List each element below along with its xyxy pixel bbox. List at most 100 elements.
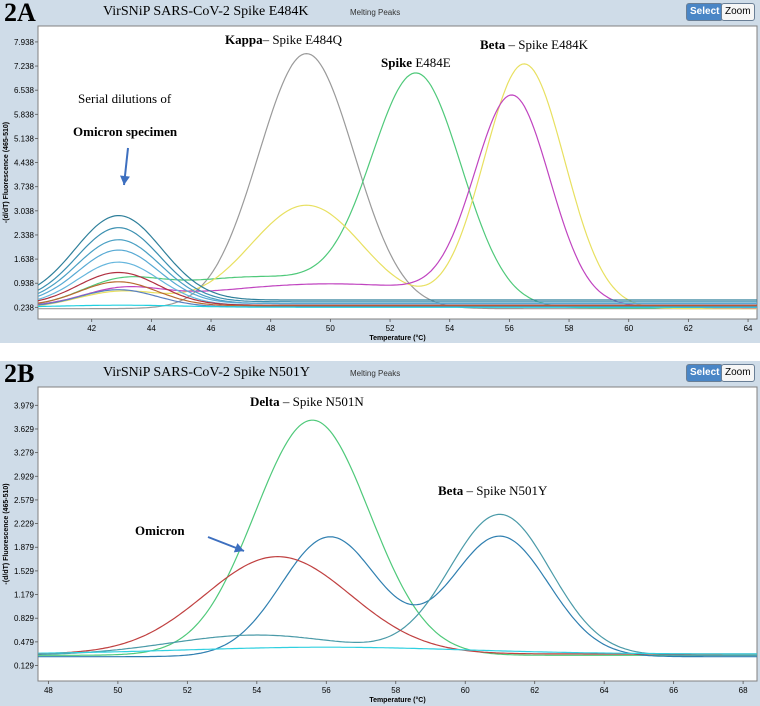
y-tick-label: 1.879	[14, 543, 35, 552]
panel-label-b: 2B	[4, 359, 35, 388]
annotation-bold: Spike	[381, 55, 412, 70]
y-tick-label: 2.338	[14, 231, 35, 240]
annotation-bold: Omicron specimen	[73, 124, 178, 139]
x-tick-label: 66	[669, 686, 678, 695]
y-tick-label: 7.938	[14, 38, 35, 47]
annotation: Omicron	[135, 523, 185, 538]
annotation-bold: Omicron	[135, 523, 185, 538]
annotation: Beta – Spike N501Y	[438, 483, 548, 498]
series-line-9	[38, 271, 757, 306]
x-axis-label: Temperature (°C)	[369, 696, 425, 704]
series-line-0	[38, 419, 757, 656]
y-tick-label: 0.238	[14, 303, 35, 312]
panel-a-subtitle: Melting Peaks	[350, 8, 401, 17]
x-tick-label: 46	[207, 324, 216, 333]
y-axis-label: -(d/dT) Fluorescence (465-510)	[3, 122, 10, 223]
annotation: Beta – Spike E484K	[480, 37, 589, 52]
series-line-10	[38, 281, 757, 307]
series-line-4	[38, 215, 757, 301]
panel-b: 2B VirSNiP SARS-CoV-2 Spike N501Y Meltin…	[0, 359, 760, 706]
y-tick-label: 2.579	[14, 496, 35, 505]
y-tick-label: 3.629	[14, 425, 35, 434]
panel-label-a: 2A	[4, 0, 36, 27]
x-tick-label: 62	[684, 324, 693, 333]
series-line-4	[38, 646, 757, 655]
series-line-12	[38, 304, 757, 308]
x-tick-label: 42	[87, 324, 96, 333]
x-tick-label: 64	[600, 686, 609, 695]
x-axis-label: Temperature (°C)	[369, 334, 425, 342]
annotation-text: – Spike N501N	[280, 394, 365, 409]
y-tick-label: 1.529	[14, 567, 35, 576]
annotation-text: Serial dilutions of	[78, 91, 172, 106]
y-tick-label: 3.038	[14, 207, 35, 216]
x-tick-label: 58	[391, 686, 400, 695]
y-tick-label: 6.538	[14, 86, 35, 95]
x-tick-label: 44	[147, 324, 156, 333]
panel-b-subtitle: Melting Peaks	[350, 369, 401, 378]
annotation-text: – Spike E484Q	[262, 32, 343, 47]
annotation: Spike E484E	[381, 55, 451, 70]
y-tick-label: 2.929	[14, 472, 35, 481]
x-tick-label: 54	[445, 324, 454, 333]
x-tick-label: 50	[113, 686, 122, 695]
x-tick-label: 54	[252, 686, 261, 695]
y-tick-label: 2.229	[14, 520, 35, 529]
x-tick-label: 60	[624, 324, 633, 333]
y-tick-label: 0.479	[14, 638, 35, 647]
x-tick-label: 48	[266, 324, 275, 333]
x-tick-label: 64	[744, 324, 753, 333]
x-tick-label: 52	[386, 324, 395, 333]
annotation-bold: Beta	[480, 37, 506, 52]
select-button-b[interactable]: Select	[686, 364, 724, 382]
annotation: Omicron specimen	[73, 124, 178, 139]
zoom-button-a[interactable]: Zoom	[721, 3, 755, 21]
annotation-bold: Beta	[438, 483, 464, 498]
zoom-button-b[interactable]: Zoom	[721, 364, 755, 382]
annotation-bold: Kappa	[225, 32, 263, 47]
y-tick-label: 3.279	[14, 449, 35, 458]
series-line-7	[38, 249, 757, 305]
series-line-5	[38, 227, 757, 303]
y-tick-label: 7.238	[14, 62, 35, 71]
melting-peaks-chart-a: 0.238 0.938 1.638 2.338 3.038 3.738 4.438 5.138…	[3, 25, 758, 342]
x-tick-label: 62	[530, 686, 539, 695]
select-button-a[interactable]: Select	[686, 3, 724, 21]
y-axis-label: -(d/dT) Fluorescence (465-510)	[3, 483, 10, 584]
x-tick-label: 48	[44, 686, 53, 695]
y-tick-label: 3.738	[14, 183, 35, 192]
x-tick-label: 56	[322, 686, 331, 695]
annotation: Delta – Spike N501N	[250, 394, 364, 409]
y-tick-label: 1.179	[14, 591, 35, 600]
annotation-text: – Spike N501Y	[463, 483, 548, 498]
y-tick-label: 5.838	[14, 110, 35, 119]
series-line-0	[38, 52, 757, 310]
x-tick-label: 68	[739, 686, 748, 695]
annotation-text: – Spike E484K	[505, 37, 588, 52]
x-tick-label: 52	[183, 686, 192, 695]
y-tick-label: 4.438	[14, 159, 35, 168]
series-group	[38, 52, 757, 310]
arrow-head	[119, 175, 130, 185]
x-tick-label: 60	[461, 686, 470, 695]
arrow-head	[233, 543, 244, 553]
annotation: Serial dilutions of	[78, 91, 172, 106]
panel-a: 2A VirSNiP SARS-CoV-2 Spike E484K Meltin…	[0, 0, 760, 343]
x-tick-label: 58	[565, 324, 574, 333]
annotation: Kappa– Spike E484Q	[225, 32, 343, 47]
panel-b-title: VirSNiP SARS-CoV-2 Spike N501Y	[103, 365, 310, 380]
series-group	[38, 419, 757, 658]
y-tick-label: 0.938	[14, 279, 35, 288]
y-tick-label: 3.979	[14, 401, 35, 410]
y-tick-label: 1.638	[14, 255, 35, 264]
melting-peaks-chart-b: 0.129 0.479 0.829 1.179 1.529 1.879 2.229 2.579…	[3, 386, 758, 704]
y-tick-label: 0.129	[14, 662, 35, 671]
series-line-2	[38, 513, 757, 656]
annotation-bold: Delta	[250, 394, 280, 409]
y-tick-label: 5.138	[14, 134, 35, 143]
annotation-text: E484E	[412, 55, 451, 70]
x-tick-label: 56	[505, 324, 514, 333]
panel-a-title: VirSNiP SARS-CoV-2 Spike E484K	[103, 4, 309, 19]
y-tick-label: 0.829	[14, 614, 35, 623]
x-tick-label: 50	[326, 324, 335, 333]
